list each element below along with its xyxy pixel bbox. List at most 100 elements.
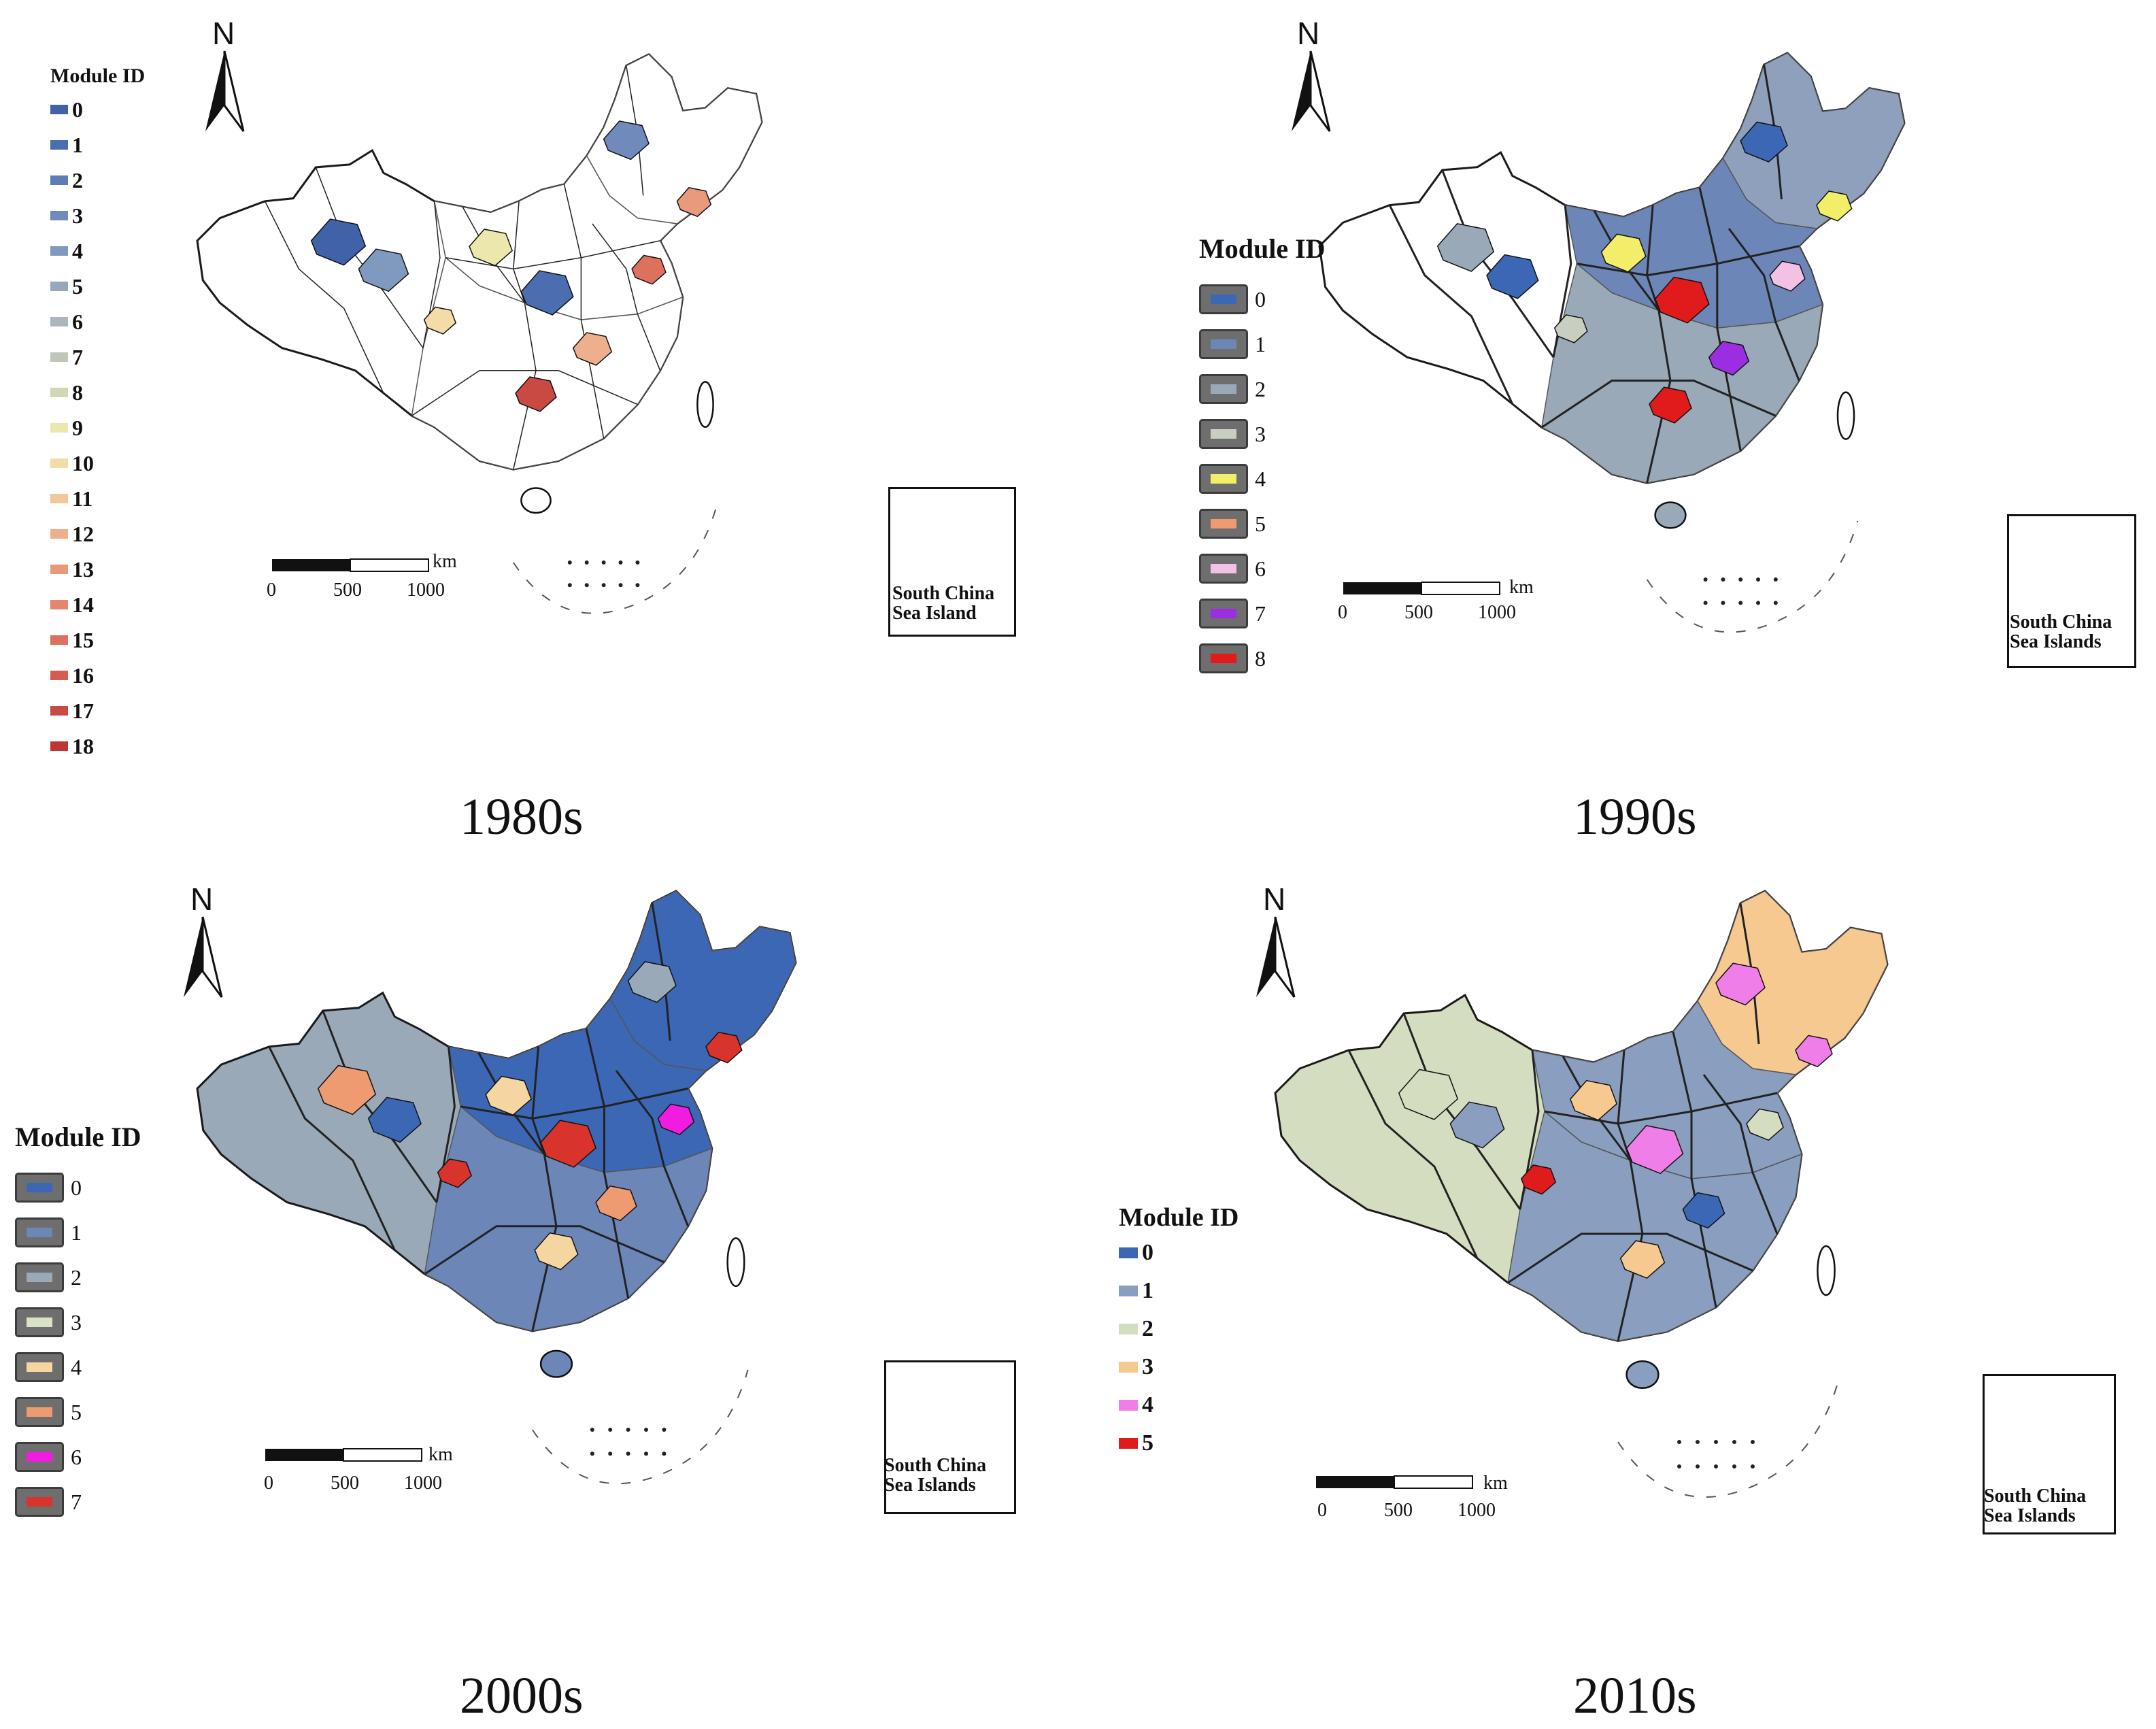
taiwan-island: [726, 1237, 745, 1288]
legend-swatch: [50, 600, 68, 609]
province-boundary: [563, 184, 605, 439]
legend-swatch: [1199, 374, 1248, 404]
legend-item-9: 9: [50, 416, 83, 440]
island-dot: [1751, 1464, 1755, 1468]
province-boundary: [1672, 1031, 1717, 1308]
legend-swatch: [50, 140, 68, 150]
scale-tick-0: 0: [264, 1473, 273, 1494]
legend-label: 12: [72, 521, 94, 546]
legend-swatch: [1199, 329, 1248, 359]
legend-label: 18: [72, 733, 94, 758]
north-label: N: [212, 16, 235, 51]
province-boundary: [424, 1225, 664, 1275]
legend-label: 0: [1142, 1240, 1153, 1265]
island-dot: [567, 583, 572, 588]
map-panel-2000s: N 0 500 1000 km South China Sea Islands …: [0, 850, 1078, 1729]
legend-item-15: 15: [50, 628, 94, 652]
legend-item-0: 0: [1119, 1240, 1153, 1265]
module-patch: [317, 1064, 377, 1115]
scale-bar-white: [1421, 582, 1500, 595]
legend-item-10: 10: [50, 451, 94, 475]
province-boundary: [592, 223, 661, 371]
legend-swatch: [50, 388, 68, 397]
map-canvas: [184, 890, 1008, 1485]
legend-item-8: 8: [50, 380, 83, 405]
panel-caption: 2000s: [460, 1667, 584, 1724]
module-patch: [1795, 1035, 1833, 1068]
legend-title: Module ID: [15, 1122, 141, 1152]
legend-label: 7: [1255, 601, 1266, 626]
legend-item-5: 5: [1199, 509, 1266, 539]
legend-item-11: 11: [50, 486, 92, 511]
map-panel-1980s: N 0 500 1000 km South China Sea Island 1…: [0, 0, 1078, 850]
scale-tick-0: 0: [1317, 1500, 1327, 1521]
legend-swatch: [50, 246, 68, 256]
module-patch: [595, 1185, 637, 1222]
legend-swatch: [50, 635, 68, 645]
province-boundary: [1728, 228, 1800, 382]
province-boundary: [1507, 1232, 1753, 1284]
legend-swatch: [1199, 509, 1248, 539]
island-dot: [1703, 601, 1708, 605]
province-boundary: [1347, 1050, 1479, 1259]
module-patch: [534, 1232, 579, 1271]
island-dot: [1738, 577, 1743, 582]
legend-label: 2: [71, 1264, 82, 1290]
legend-swatch: [15, 1218, 64, 1247]
island-dot: [1696, 1440, 1700, 1444]
island-dot: [644, 1451, 648, 1456]
north-label: N: [190, 882, 214, 917]
module-patch: [1769, 261, 1806, 292]
legend-swatch: [1119, 1324, 1138, 1334]
module-patch: [1746, 1108, 1784, 1141]
island-dot: [662, 1428, 667, 1432]
legend-title: Module ID: [50, 65, 146, 87]
island-dot: [1721, 601, 1725, 605]
legend-item-0: 0: [50, 97, 83, 122]
legend-swatch: [1199, 554, 1248, 584]
island-dot: [1773, 577, 1778, 582]
module-patch: [603, 120, 650, 161]
legend-swatch: [15, 1352, 64, 1382]
module-patch: [1654, 276, 1710, 324]
island-dot: [1721, 577, 1725, 582]
legend-label: 8: [72, 380, 83, 405]
module-patch: [358, 248, 409, 292]
legend-swatch: [1119, 1400, 1138, 1411]
legend-item-4: 4: [50, 239, 83, 263]
scale-tick-500: 500: [333, 580, 362, 601]
module-patch: [1520, 1164, 1557, 1195]
province-boundary: [1544, 1092, 1778, 1125]
legend-label: 6: [1255, 556, 1266, 581]
legend-swatch: [50, 211, 68, 220]
module-patch: [627, 961, 677, 1003]
module-patch: [469, 229, 513, 267]
module-patch: [1708, 340, 1750, 376]
island-dot: [1714, 1440, 1718, 1444]
island-dot: [626, 1428, 630, 1432]
scale-tick-1000: 1000: [404, 1473, 442, 1494]
legend-item-7: 7: [1199, 599, 1266, 628]
legend-item-7: 7: [50, 345, 83, 369]
island-dot: [1732, 1464, 1736, 1468]
hainan-island: [520, 487, 552, 514]
legend-label: 15: [72, 627, 94, 652]
legend-swatch: [15, 1173, 64, 1203]
legend-item-0: 0: [1199, 284, 1266, 314]
island-dot: [1756, 601, 1760, 605]
legend-item-3: 3: [1119, 1354, 1153, 1379]
island-dot: [635, 583, 640, 588]
legend-item-2: 2: [50, 168, 83, 192]
scale-unit: km: [1483, 1473, 1508, 1494]
legend-swatch: [50, 458, 68, 468]
scale-bar-white: [350, 558, 429, 572]
legend-item-14: 14: [50, 592, 94, 617]
province-boundary: [1388, 204, 1514, 405]
province-boundary: [1577, 245, 1800, 277]
legend-swatch: [50, 105, 68, 114]
island-dot: [608, 1428, 613, 1432]
legend-swatch: [1119, 1247, 1138, 1258]
legend-label: 1: [1142, 1278, 1153, 1303]
legend-label: 4: [71, 1354, 82, 1379]
panel-caption: 2010s: [1573, 1667, 1697, 1724]
